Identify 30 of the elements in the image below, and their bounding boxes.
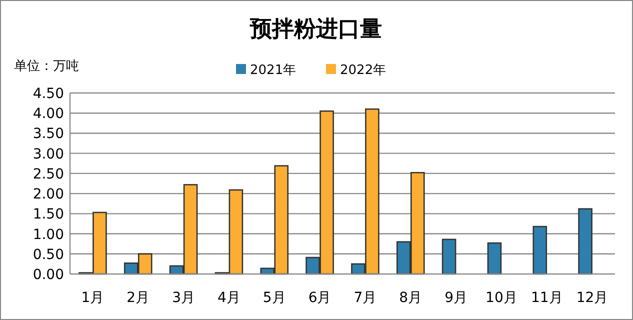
x-tick-label: 7月: [354, 290, 377, 306]
y-tick-label: 1.50: [32, 206, 64, 223]
y-tick-label: 0.50: [32, 246, 64, 263]
y-tick-label: 2.00: [32, 186, 64, 203]
x-tick-label: 9月: [444, 290, 468, 306]
x-tick-label: 5月: [262, 290, 286, 306]
x-tick-label: 12月: [576, 290, 608, 306]
chart-title: 预拌粉进口量: [249, 17, 382, 42]
text: 单位：万吨: [14, 59, 79, 74]
y-tick-label: 4.50: [32, 86, 64, 102]
y-tick-label: 3.50: [32, 126, 64, 142]
x-tick-label: 10月: [486, 290, 518, 306]
y-tick-label: 3.00: [32, 146, 64, 162]
bar: [578, 208, 592, 275]
bar: [442, 238, 456, 275]
y-tick-label: 1.00: [32, 226, 64, 243]
x-tick-label: 8月: [399, 290, 422, 306]
x-tick-label: 1月: [81, 290, 104, 306]
x-tick-label: 6月: [308, 290, 332, 306]
legend-label: 2022年: [340, 63, 386, 78]
bar: [487, 242, 502, 275]
y-tick-label: 2.50: [32, 166, 64, 182]
x-tick-label: 3月: [172, 290, 196, 306]
x-tick-label: 11月: [530, 290, 563, 306]
bar: [532, 226, 548, 275]
x-tick-label: 4月: [217, 290, 240, 306]
y-tick-label: 0.00: [32, 267, 64, 283]
legend-label: 2021年: [250, 63, 296, 78]
x-tick-label: 2月: [126, 290, 150, 306]
y-tick-label: 4.00: [32, 106, 64, 122]
